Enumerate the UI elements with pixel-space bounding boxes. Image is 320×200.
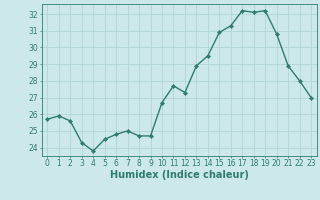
X-axis label: Humidex (Indice chaleur): Humidex (Indice chaleur) <box>110 170 249 180</box>
